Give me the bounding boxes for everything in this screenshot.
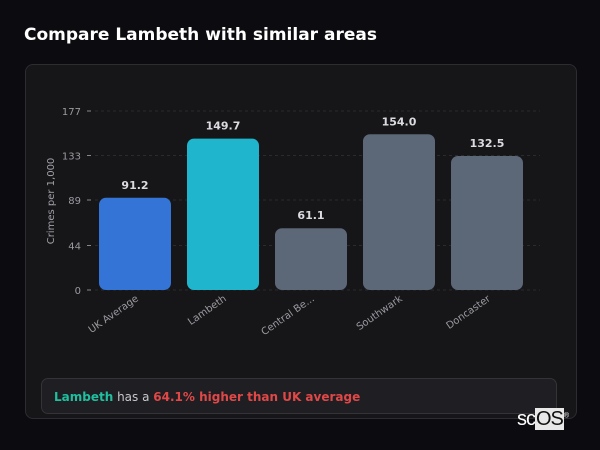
data-label: 132.5 — [470, 137, 505, 150]
note-text: has a — [113, 390, 154, 404]
x-tick-label: Southwark — [355, 293, 405, 333]
bar-lambeth — [187, 138, 259, 290]
x-tick-label: Central Be... — [260, 293, 317, 338]
x-tick-label: Doncaster — [444, 293, 493, 332]
area-name: Lambeth — [54, 390, 114, 404]
logo: scOS® — [517, 408, 569, 430]
y-tick-label: 177 — [62, 107, 81, 118]
comparison-value: 64.1% higher than UK average — [153, 390, 361, 404]
bar-doncaster — [451, 156, 523, 290]
y-axis-label: Crimes per 1,000 — [46, 158, 57, 245]
page-title: Compare Lambeth with similar areas — [24, 25, 377, 45]
y-tick-label: 44 — [68, 242, 81, 253]
y-tick-label: 89 — [68, 196, 81, 207]
data-label: 91.2 — [121, 179, 148, 192]
y-tick-label: 0 — [75, 286, 81, 297]
bar-southwark — [363, 134, 435, 290]
x-tick-label: Lambeth — [186, 293, 229, 327]
x-tick-label: UK Average — [87, 293, 141, 335]
data-label: 61.1 — [297, 209, 324, 222]
bar-central-be- — [275, 228, 347, 290]
comparison-note: Lambeth has a 64.1% higher than UK avera… — [41, 378, 557, 414]
bar-uk-average — [99, 197, 171, 290]
data-label: 154.0 — [382, 115, 417, 128]
y-tick-label: 133 — [62, 151, 81, 162]
data-label: 149.7 — [206, 120, 241, 133]
